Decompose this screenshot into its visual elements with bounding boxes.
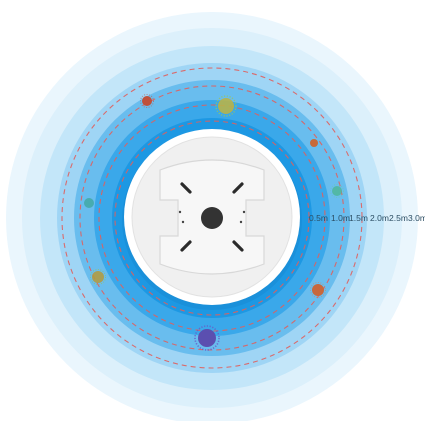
distance-circle-1 bbox=[114, 120, 310, 316]
virus-particle-icon bbox=[310, 139, 318, 147]
center-button bbox=[201, 207, 223, 229]
virus-particle-icon bbox=[90, 269, 106, 285]
distance-label-0-5m: 0.5m bbox=[309, 213, 328, 223]
virus-particle-icon bbox=[140, 94, 154, 108]
vent-slots bbox=[180, 182, 244, 252]
virus-particle-icon bbox=[194, 325, 220, 351]
purifier-device bbox=[122, 129, 302, 310]
distance-label-2-0m: 2.0m bbox=[370, 213, 389, 223]
distance-label-1-5m: 1.5m bbox=[349, 213, 368, 223]
virus-particle-icon bbox=[215, 95, 237, 117]
distance-label-2-5m: 2.5m bbox=[389, 213, 408, 223]
dot-right-2 bbox=[239, 220, 243, 224]
distance-circle-2 bbox=[98, 104, 326, 332]
distance-circle-3 bbox=[79, 85, 345, 351]
distance-circle-4 bbox=[61, 67, 363, 369]
virus-particle-icon bbox=[330, 184, 344, 198]
virus-particle-icon bbox=[310, 282, 326, 298]
distance-label-1-0m: 1.0m bbox=[331, 213, 350, 223]
dot-right-1 bbox=[242, 210, 246, 214]
dot-left-1 bbox=[178, 210, 182, 214]
distance-label-3-0m: 3.0m bbox=[408, 213, 425, 223]
distance-labels: 0.5m 1.0m 1.5m 2.0m 2.5m 3.0m bbox=[309, 213, 425, 223]
vent-slot-bottom-left bbox=[180, 240, 192, 252]
distance-circles bbox=[61, 67, 363, 369]
vent-slot-top-right bbox=[232, 182, 244, 194]
vent-slot-bottom-right bbox=[232, 240, 244, 252]
particles bbox=[84, 94, 344, 351]
dot-left-2 bbox=[181, 220, 185, 224]
vent-slot-top-left bbox=[180, 182, 192, 194]
virus-particle-icon bbox=[84, 198, 94, 208]
